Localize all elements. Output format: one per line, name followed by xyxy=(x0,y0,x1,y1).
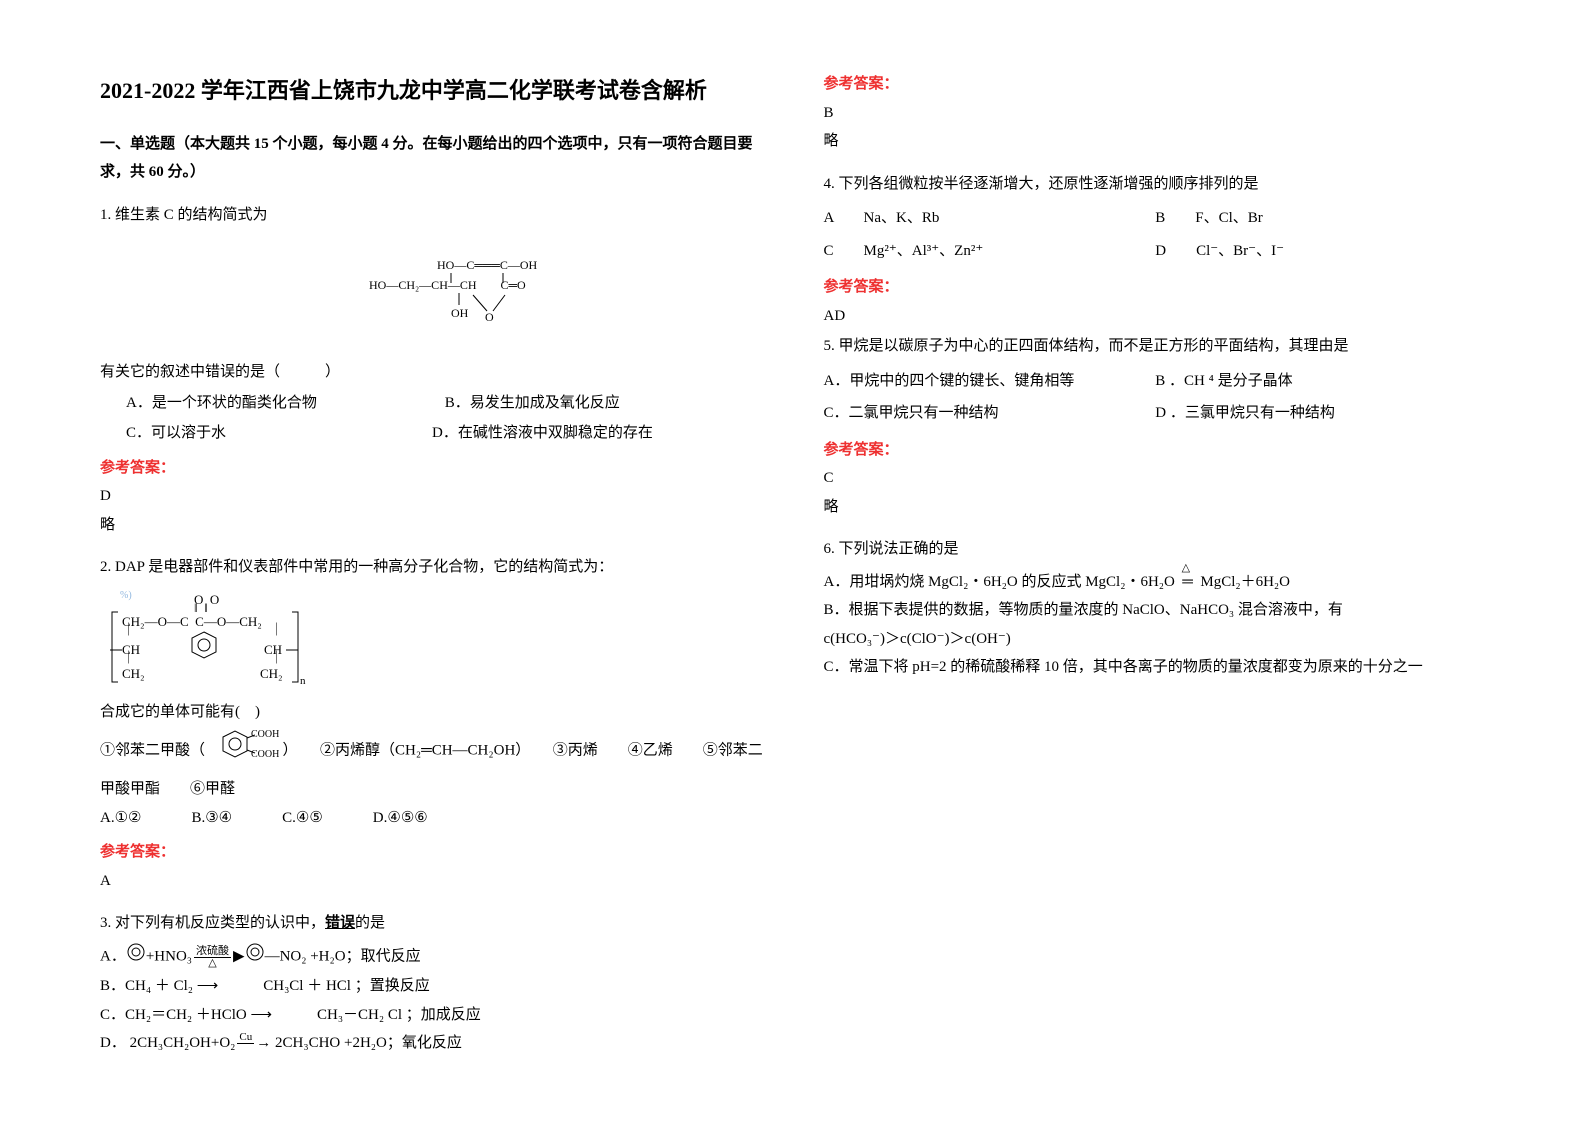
svg-text:｜: ｜ xyxy=(270,622,283,637)
q6-opt-b-line2: c(HCO₃⁻)＞c(ClO⁻)＞c(OH⁻) xyxy=(824,625,1488,654)
q2-stem: 2. DAP 是电器部件和仪表部件中常用的一种高分子化合物，它的结构简式为： xyxy=(100,553,764,582)
q1-tail: 有关它的叙述中错误的是（ ） xyxy=(100,358,764,387)
q5-opt-b: B ．CH ⁴ 是分子晶体 xyxy=(1155,365,1487,398)
svg-text:CH₂—O—C C—O—CH₂: CH₂—O—C C—O—CH₂ xyxy=(122,614,262,629)
q4-stem: 4. 下列各组微粒按半径逐渐增大，还原性逐渐增强的顺序排列的是 xyxy=(824,170,1488,199)
q2-choice-b: B.③④ xyxy=(191,804,232,833)
q2-structure-figure: %) O O ‖ ‖ CH₂—O—C C—O—CH₂ ｜ ｜ CH CH ｜ ｜… xyxy=(100,586,764,693)
q4-answer: AD xyxy=(824,302,1488,331)
q3-stem-pre: 3. 对下列有机反应类型的认识中， xyxy=(100,915,325,931)
q1-opt-c: C．可以溶于水 xyxy=(126,419,432,448)
q2-choice-c: C.④⑤ xyxy=(282,804,323,833)
q3-opt-d-post: 2CH₃CHO +2H₂O；氧化反应 xyxy=(271,1035,462,1051)
svg-text:COOH: COOH xyxy=(251,729,279,740)
q4-opt-b: B F、Cl、Br xyxy=(1155,202,1487,235)
q3-note: 略 xyxy=(824,127,1488,156)
q5-note: 略 xyxy=(824,493,1488,522)
q1-opt-b: B．易发生加成及氧化反应 xyxy=(445,387,764,420)
svg-text:HO—C═══C—OH: HO—C═══C—OH xyxy=(437,258,538,272)
q2-answer-label: 参考答案： xyxy=(100,838,764,867)
q1-structure-figure: HO—C═══C—OH HO—CH₂—CH—CH C═O OH O xyxy=(100,255,764,340)
q6-opt-a-post: MgCl₂＋6H₂O xyxy=(1197,574,1290,590)
svg-text:‖ ‖: ‖ ‖ xyxy=(194,600,208,615)
q5-answer-label: 参考答案： xyxy=(824,436,1488,465)
q6-opt-a-pre: A．用坩埚灼烧 MgCl₂・6H₂O 的反应式 MgCl₂・6H₂O xyxy=(824,574,1179,590)
q5-stem: 5. 甲烷是以碳原子为中心的正四面体结构，而不是正方形的平面结构，其理由是 xyxy=(824,332,1488,361)
q1-answer: D xyxy=(100,482,764,511)
q6-stem: 6. 下列说法正确的是 xyxy=(824,535,1488,564)
q3-stem-post: 的是 xyxy=(355,915,385,931)
q3-stem-bold: 错误 xyxy=(325,915,355,931)
q6-opt-b: B．根据下表提供的数据，等物质的量浓度的 NaClO、NaHCO₃ 混合溶液中，… xyxy=(824,596,1488,625)
q3-opt-c: C．CH₂＝CH₂ ＋HClO ⟶ CH₃－CH₂ Cl ；加成反应 xyxy=(100,1001,764,1030)
q3-opt-d: D． 2CH₃CH₂OH+O₂Cu → 2CH₃CHO +2H₂O；氧化反应 xyxy=(100,1029,764,1058)
q2-choice-d: D.④⑤⑥ xyxy=(373,804,428,833)
benzene-icon xyxy=(126,942,146,973)
q1-answer-label: 参考答案： xyxy=(100,454,764,483)
q3-answer-label: 参考答案： xyxy=(824,70,1488,99)
q4-opt-a: A Na、K、Rb xyxy=(824,202,1156,235)
svg-text:CH₂: CH₂ xyxy=(260,666,283,681)
q2-choices: A.①② B.③④ C.④⑤ D.④⑤⑥ xyxy=(100,804,764,833)
q6-opt-c: C．常温下将 pH=2 的稀硫酸稀释 10 倍，其中各离子的物质的量浓度都变为原… xyxy=(824,653,1488,682)
svg-text:｜: ｜ xyxy=(122,650,135,665)
q6-opt-a: A．用坩埚灼烧 MgCl₂・6H₂O 的反应式 MgCl₂・6H₂O △═ Mg… xyxy=(824,568,1488,597)
q5-answer: C xyxy=(824,464,1488,493)
q1-stem: 1. 维生素 C 的结构简式为 xyxy=(100,201,764,230)
q3-opt-a-tail: ；取代反应 xyxy=(346,948,421,964)
svg-text:CH₂: CH₂ xyxy=(122,666,145,681)
svg-text:｜: ｜ xyxy=(270,650,283,665)
q1-opt-d: D．在碱性溶液中双脚稳定的存在 xyxy=(432,419,653,448)
section-1-heading: 一、单选题（本大题共 15 个小题，每小题 4 分。在每小题给出的四个选项中，只… xyxy=(100,130,764,187)
q2-opt1-pre: ①邻苯二甲酸（ xyxy=(100,742,205,758)
svg-text:HO—CH₂—CH—CH C═O: HO—CH₂—CH—CH C═O xyxy=(369,278,526,292)
phthalic-acid-icon: COOH COOH xyxy=(209,727,279,776)
q1-opt-a: A．是一个环状的酯类化合物 xyxy=(126,387,445,420)
q4-answer-label: 参考答案： xyxy=(824,273,1488,302)
svg-text:COOH: COOH xyxy=(251,749,279,760)
q2-monomers: ①邻苯二甲酸（ COOH COOH ） ②丙烯醇（CH₂═CH—CH₂OH） ③… xyxy=(100,727,764,804)
svg-text:OH: OH xyxy=(451,306,469,320)
q2-tail: 合成它的单体可能有( ) xyxy=(100,698,764,727)
q4-opt-c: C Mg²⁺、Al³⁺、Zn²⁺ xyxy=(824,235,1156,268)
q1-note: 略 xyxy=(100,511,764,540)
q5-opt-a: A．甲烷中的四个键的键长、键角相等 xyxy=(824,365,1156,398)
q3-opt-b: B．CH₄ ＋ Cl₂ ⟶ CH₃Cl ＋ HCl ；置换反应 xyxy=(100,972,764,1001)
q2-choice-a: A.①② xyxy=(100,804,141,833)
q5-opt-c: C．二氯甲烷只有一种结构 xyxy=(824,397,1156,430)
q3-answer: B xyxy=(824,99,1488,128)
svg-text:%): %) xyxy=(120,590,132,601)
q3-stem: 3. 对下列有机反应类型的认识中，错误的是 xyxy=(100,909,764,938)
q4-opt-d: D Cl⁻、Br⁻、I⁻ xyxy=(1155,235,1487,268)
exam-title: 2021-2022 学年江西省上饶市九龙中学高二化学联考试卷含解析 xyxy=(100,70,764,112)
q5-opt-d: D ．三氯甲烷只有一种结构 xyxy=(1155,397,1487,430)
q3-opt-a: A．+HNO₃浓硫酸△▶—NO₂ +H₂O；取代反应 xyxy=(100,942,764,973)
svg-text:n: n xyxy=(300,675,306,686)
q3-opt-d-pre: D． 2CH₃CH₂OH+O₂ xyxy=(100,1035,235,1051)
svg-text:｜: ｜ xyxy=(122,622,135,637)
svg-text:O: O xyxy=(485,310,494,324)
q2-answer: A xyxy=(100,867,764,896)
benzene-icon xyxy=(245,942,265,973)
